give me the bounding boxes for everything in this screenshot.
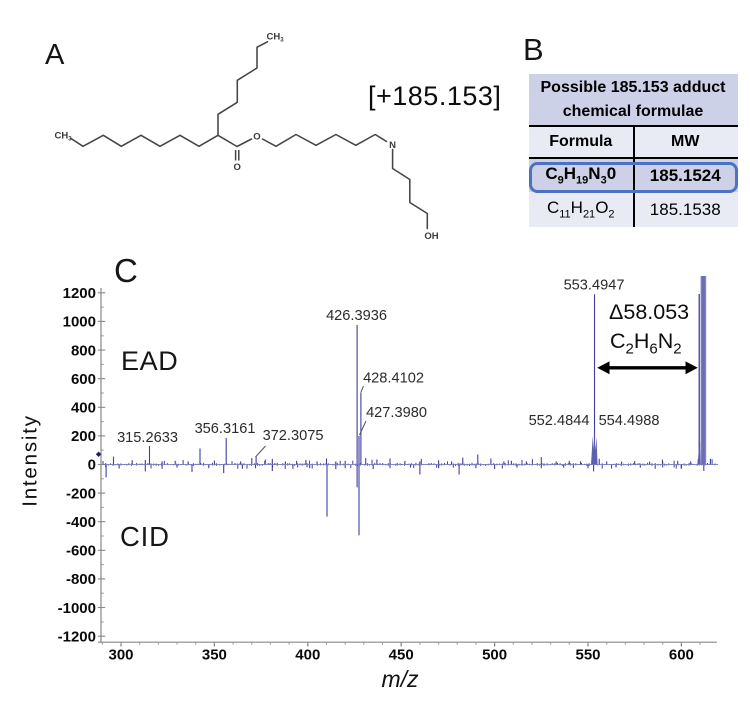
svg-text:428.4102: 428.4102 [363, 371, 424, 387]
svg-text:450: 450 [389, 647, 414, 664]
svg-text:-1200: -1200 [58, 628, 96, 645]
svg-text:356.3161: 356.3161 [195, 421, 256, 437]
svg-text:1200: 1200 [63, 285, 96, 302]
svg-text:m/z: m/z [381, 666, 419, 692]
svg-text:426.3936: 426.3936 [326, 308, 387, 324]
svg-text:0: 0 [88, 457, 96, 474]
svg-text:300: 300 [108, 647, 133, 664]
svg-text:-400: -400 [66, 514, 96, 531]
svg-text:554.4988: 554.4988 [599, 413, 660, 429]
svg-text:600: 600 [669, 647, 694, 664]
svg-text:-1000: -1000 [58, 600, 96, 617]
svg-text:1000: 1000 [63, 314, 96, 331]
svg-text:N: N [389, 140, 396, 151]
svg-text:CH3: CH3 [266, 32, 284, 44]
svg-text:O: O [234, 162, 241, 173]
svg-text:400: 400 [295, 647, 320, 664]
svg-text:553.4947: 553.4947 [564, 278, 625, 294]
svg-text:OH: OH [424, 231, 438, 242]
svg-text:552.4844: 552.4844 [529, 413, 590, 429]
svg-text:600: 600 [71, 371, 96, 388]
svg-text:-800: -800 [66, 571, 96, 588]
svg-text:400: 400 [71, 400, 96, 417]
svg-text:Intensity: Intensity [19, 414, 42, 507]
svg-text:372.3075: 372.3075 [263, 428, 324, 444]
svg-text:-200: -200 [66, 485, 96, 502]
svg-text:550: 550 [575, 647, 600, 664]
svg-text:O: O [253, 132, 260, 143]
svg-text:315.2633: 315.2633 [117, 430, 178, 446]
svg-text:200: 200 [71, 428, 96, 445]
svg-text:-600: -600 [66, 543, 96, 560]
svg-text:CH3: CH3 [54, 131, 72, 143]
svg-text:427.3980: 427.3980 [366, 405, 427, 421]
svg-text:350: 350 [202, 647, 227, 664]
svg-text:800: 800 [71, 342, 96, 359]
svg-text:500: 500 [482, 647, 507, 664]
